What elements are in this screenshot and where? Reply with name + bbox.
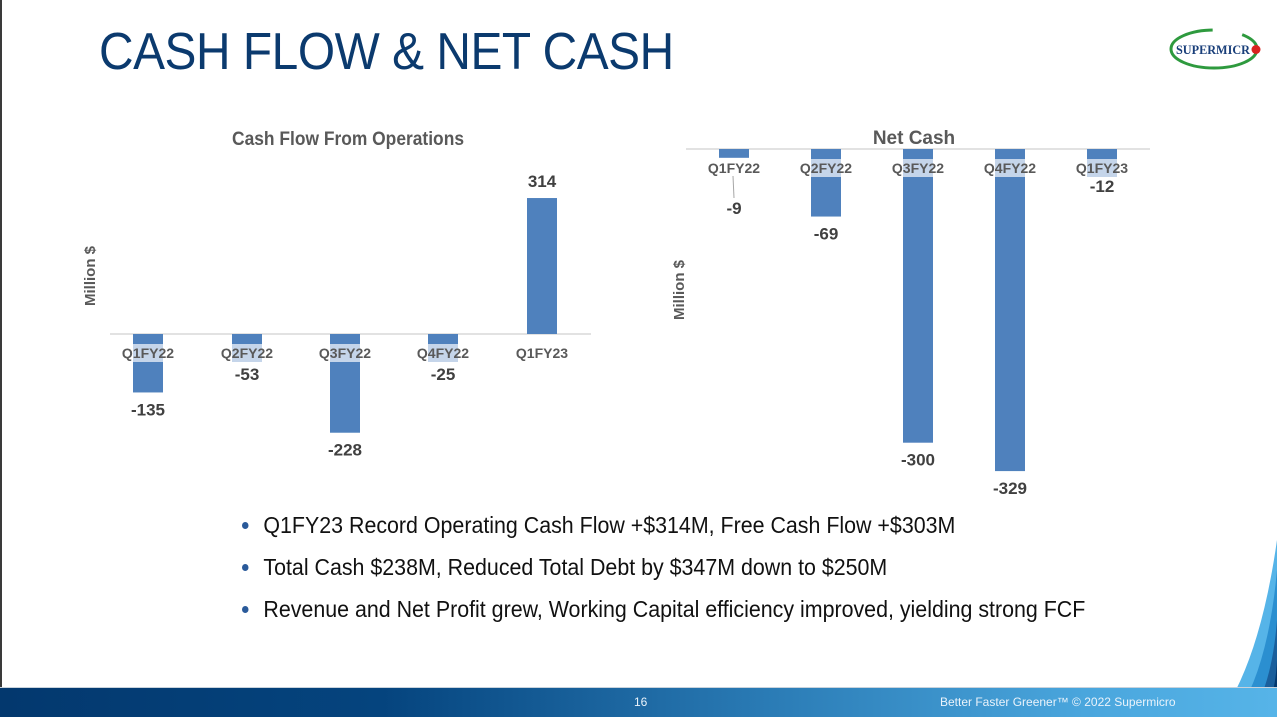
netcash-data-label: -329 — [993, 479, 1027, 498]
bullet-text: Revenue and Net Profit grew, Working Cap… — [263, 596, 1086, 622]
bullet-text: Q1FY23 Record Operating Cash Flow +$314M… — [263, 512, 956, 538]
netcash-y-axis-label: Million $ — [671, 259, 688, 320]
netcash-category-label: Q1FY23 — [1076, 160, 1128, 176]
bullet-text: Total Cash $238M, Reduced Total Debt by … — [263, 554, 888, 580]
cfo-data-label: -53 — [235, 365, 260, 384]
netcash-category-label: Q3FY22 — [892, 160, 944, 176]
logo-ellipse-gap — [1169, 28, 1259, 70]
cfo-category-highlight — [232, 344, 262, 362]
cfo-category-label: Q4FY22 — [417, 345, 469, 361]
footer-tagline: Better Faster Greener™ © 2022 Supermicro — [940, 695, 1176, 709]
bullet-item: Q1FY23 Record Operating Cash Flow +$314M… — [242, 508, 1085, 550]
cfo-category-label: Q1FY22 — [122, 345, 174, 361]
cfo-data-label: 314 — [528, 172, 557, 191]
cfo-category-highlight — [133, 344, 163, 362]
cfo-category-highlight — [330, 344, 360, 362]
page-number: 16 — [634, 695, 648, 709]
cfo-category-highlight — [428, 344, 458, 362]
cfo-chart-title: Cash Flow From Operations — [232, 129, 464, 150]
cfo-data-label: -228 — [328, 441, 362, 460]
netcash-bar-q3fy22 — [903, 149, 933, 443]
netcash-category-label: Q1FY22 — [708, 160, 760, 176]
bullet-list: Q1FY23 Record Operating Cash Flow +$314M… — [242, 508, 1149, 634]
cfo-data-label: -25 — [431, 365, 456, 384]
netcash-category-highlight — [903, 159, 933, 177]
netcash-data-label: -69 — [814, 225, 839, 244]
cfo-data-label: -135 — [131, 400, 165, 419]
netcash-bar-q1fy23 — [1087, 149, 1117, 161]
bullet-item: Revenue and Net Profit grew, Working Cap… — [242, 592, 1085, 634]
netcash-category-label: Q2FY22 — [800, 160, 852, 176]
netcash-data-label: -9 — [726, 199, 741, 218]
netcash-data-label: -300 — [901, 451, 935, 470]
slide-left-border — [0, 0, 2, 690]
footer-divider — [0, 687, 1277, 688]
logo-text: SUPERMICR — [1176, 42, 1251, 57]
netcash-bar-q1fy22 — [719, 149, 749, 158]
supermicro-logo: SUPERMICR — [1169, 28, 1261, 70]
slide-title: CASH FLOW & NET CASH — [99, 23, 674, 81]
netcash-leader-line — [732, 175, 735, 199]
cfo-y-axis-label: Million $ — [82, 245, 99, 306]
cfo-bar-q1fy23 — [527, 198, 557, 334]
netcash-category-highlight — [811, 159, 841, 177]
bullet-dot — [242, 564, 249, 571]
bullet-dot — [242, 606, 249, 613]
cfo-bar-q1fy22 — [133, 334, 163, 393]
bullet-dot — [242, 522, 249, 529]
netcash-category-label: Q4FY22 — [984, 160, 1036, 176]
netcash-chart-title: Net Cash — [873, 128, 955, 149]
cfo-category-label: Q3FY22 — [319, 345, 371, 361]
logo-red-dot — [1251, 45, 1261, 54]
netcash-category-highlight — [995, 159, 1025, 177]
bullet-item: Total Cash $238M, Reduced Total Debt by … — [242, 550, 1085, 592]
cfo-bar-q4fy22 — [428, 334, 458, 345]
footer-bar — [0, 688, 1277, 717]
netcash-category-highlight — [1087, 159, 1117, 177]
cfo-category-label: Q2FY22 — [221, 345, 273, 361]
netcash-bar-q4fy22 — [995, 149, 1025, 472]
cfo-category-label: Q1FY23 — [516, 345, 568, 361]
netcash-data-label: -12 — [1090, 177, 1115, 196]
